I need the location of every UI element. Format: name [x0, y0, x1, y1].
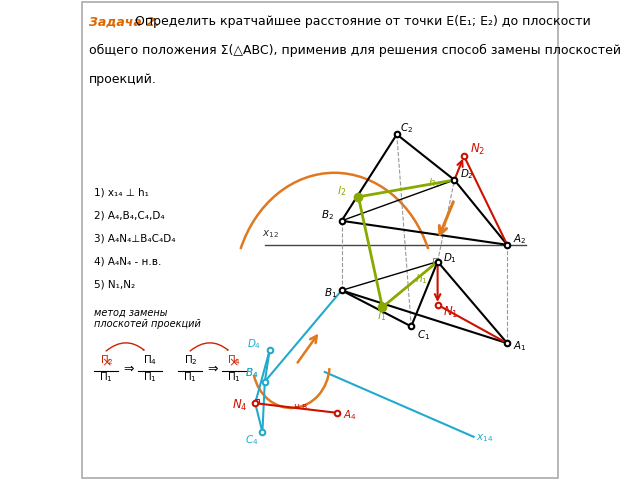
FancyArrowPatch shape: [190, 343, 228, 351]
Text: $B_2$: $B_2$: [321, 208, 335, 222]
Text: Определить кратчайшее расстояние от точки Е(Е₁; Е₂) до плоскости: Определить кратчайшее расстояние от точк…: [131, 15, 591, 28]
Text: $\Rightarrow$: $\Rightarrow$: [205, 362, 219, 375]
Text: $\Pi_1$: $\Pi_1$: [184, 370, 197, 384]
Text: $D_2$: $D_2$: [460, 167, 474, 181]
Text: $N_1$: $N_1$: [444, 305, 459, 321]
Text: $h_2$: $h_2$: [428, 176, 440, 190]
Text: $\Pi_4$: $\Pi_4$: [227, 353, 241, 367]
Text: $B_4$: $B_4$: [244, 366, 258, 380]
Text: $A_4$: $A_4$: [342, 408, 356, 422]
Text: 1) x₁₄ ⊥ h₁: 1) x₁₄ ⊥ h₁: [95, 187, 149, 197]
Text: $N_2$: $N_2$: [470, 142, 485, 157]
Text: н.в.: н.в.: [294, 402, 311, 411]
Text: $D_4$: $D_4$: [246, 337, 260, 351]
Text: $C_4$: $C_4$: [245, 433, 259, 447]
Text: $x_{14}$: $x_{14}$: [476, 432, 493, 444]
Text: 5) N₁,N₂: 5) N₁,N₂: [95, 279, 136, 289]
Text: $C_1$: $C_1$: [417, 328, 430, 342]
Text: Задача 2.: Задача 2.: [88, 15, 159, 28]
Text: $\Pi_2$: $\Pi_2$: [184, 353, 197, 367]
Text: $C_2$: $C_2$: [399, 121, 413, 135]
Text: $\Pi_1$: $\Pi_1$: [99, 370, 113, 384]
Text: $\times$: $\times$: [101, 357, 112, 370]
Text: $B_1$: $B_1$: [324, 286, 337, 300]
Text: $\Rightarrow$: $\Rightarrow$: [121, 362, 135, 375]
Text: $A_2$: $A_2$: [513, 232, 527, 246]
Text: $\Pi_2$: $\Pi_2$: [100, 353, 113, 367]
Text: $\times$: $\times$: [228, 357, 239, 370]
Text: $l_2$: $l_2$: [337, 184, 346, 198]
Text: общего положения Σ(△ABC), применив для решения способ замены плоскостей: общего положения Σ(△ABC), применив для р…: [88, 44, 621, 57]
Text: $\Pi_4$: $\Pi_4$: [143, 353, 157, 367]
Text: $h_1$: $h_1$: [415, 272, 427, 286]
Text: $x_{12}$: $x_{12}$: [262, 228, 279, 240]
Text: 2) A₄,B₄,C₄,D₄: 2) A₄,B₄,C₄,D₄: [95, 210, 165, 220]
Text: $\Pi_1$: $\Pi_1$: [227, 370, 241, 384]
Text: 3) A₄N₄⊥B₄C₄D₄: 3) A₄N₄⊥B₄C₄D₄: [95, 233, 176, 243]
Text: $\Pi_1$: $\Pi_1$: [143, 370, 157, 384]
FancyArrowPatch shape: [106, 343, 144, 351]
Text: проекций.: проекций.: [88, 73, 157, 86]
Text: $N_4$: $N_4$: [232, 398, 248, 413]
FancyBboxPatch shape: [83, 2, 557, 478]
Text: $B_4$: $B_4$: [244, 366, 258, 380]
Text: 4) A₄N₄ - н.в.: 4) A₄N₄ - н.в.: [95, 256, 162, 266]
Text: метод замены
плоскотей проекций: метод замены плоскотей проекций: [95, 307, 201, 329]
Text: $D_1$: $D_1$: [444, 252, 458, 265]
Text: $A_1$: $A_1$: [513, 339, 527, 353]
Text: $l_1$: $l_1$: [376, 309, 386, 323]
